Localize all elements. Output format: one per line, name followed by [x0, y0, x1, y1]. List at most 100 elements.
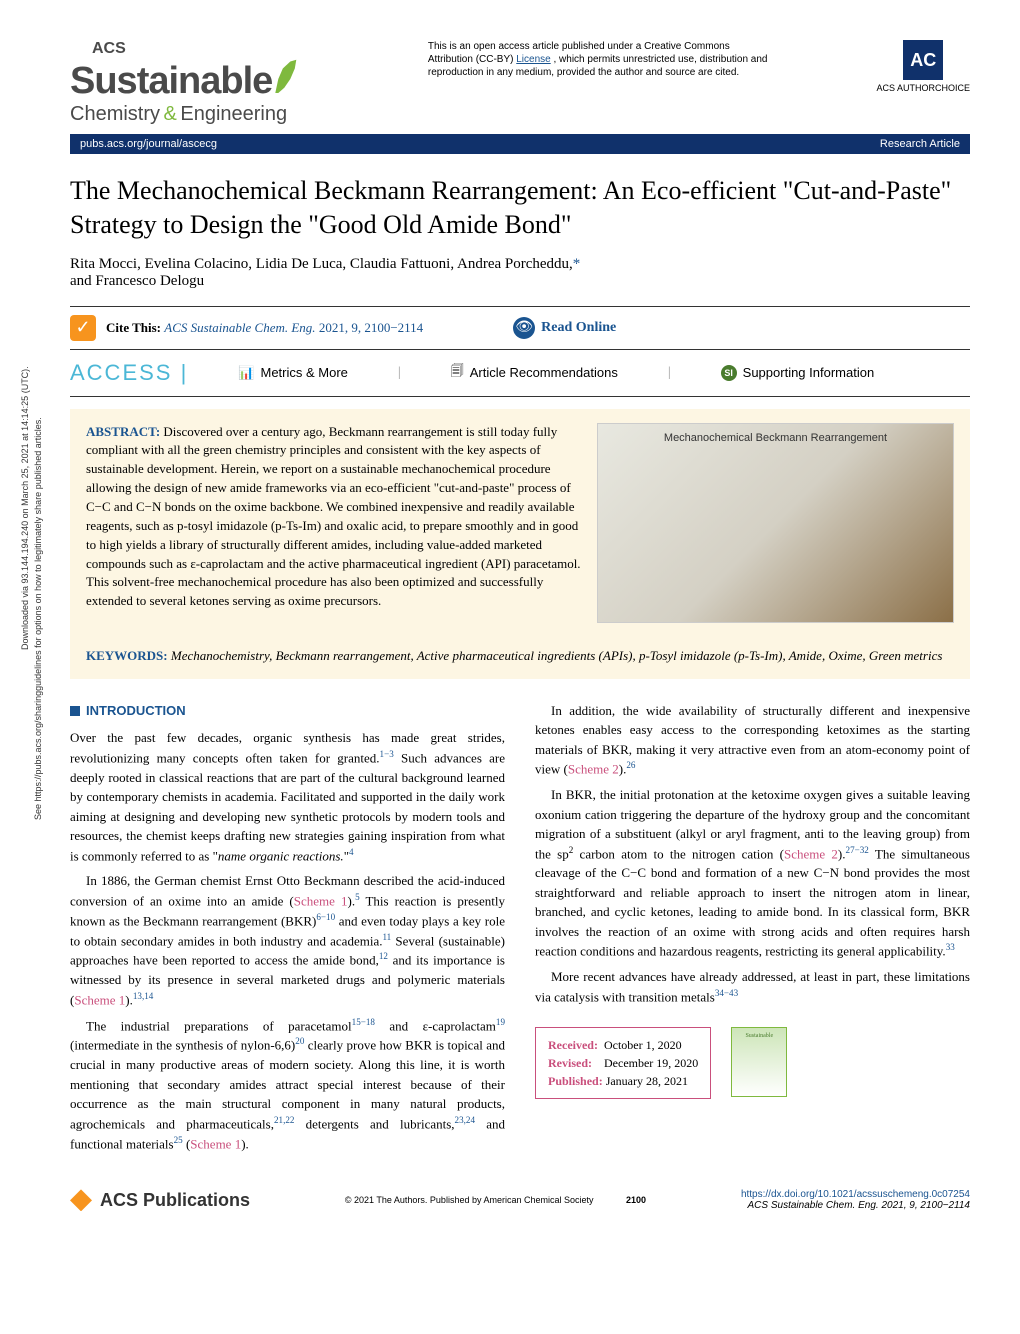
- section-title: INTRODUCTION: [86, 701, 186, 721]
- ac-icon: AC: [903, 40, 943, 80]
- ref-19[interactable]: 19: [496, 1017, 505, 1027]
- p1-italic: name organic reactions.: [218, 848, 344, 863]
- actions-row: ACCESS | 📊 Metrics & More | 🗐 Article Re…: [70, 350, 970, 397]
- recommendations-link[interactable]: 🗐 Article Recommendations: [451, 362, 618, 384]
- download-info: Downloaded via 93.144.194.240 on March 2…: [20, 366, 30, 650]
- cite-journal[interactable]: ACS Sustainable Chem. Eng.: [164, 320, 315, 335]
- ref-11[interactable]: 11: [382, 932, 391, 942]
- ref-27-32[interactable]: 27−32: [846, 845, 869, 855]
- graphical-abstract-title: Mechanochemical Beckmann Rearrangement: [598, 432, 953, 444]
- ref-13-14[interactable]: 13,14: [133, 991, 153, 1001]
- column-right: In addition, the wide availability of st…: [535, 701, 970, 1160]
- p2b: ).: [347, 893, 355, 908]
- si-link[interactable]: SI Supporting Information: [721, 365, 875, 381]
- separator: |: [668, 365, 671, 381]
- scheme-2-link-2[interactable]: Scheme 2: [784, 846, 838, 861]
- authors-and: and Francesco Delogu: [70, 273, 204, 289]
- revised-label: Revised:: [548, 1056, 592, 1070]
- footer-citation: https://dx.doi.org/10.1021/acssuschemeng…: [741, 1189, 970, 1211]
- abstract-body: Discovered over a century ago, Beckmann …: [86, 424, 581, 609]
- ref-23-24[interactable]: 23,24: [455, 1115, 475, 1125]
- acs-diamond-icon: [70, 1189, 92, 1211]
- cite-row: ✓ Cite This: ACS Sustainable Chem. Eng. …: [70, 306, 970, 350]
- column-left: INTRODUCTION Over the past few decades, …: [70, 701, 505, 1160]
- abstract-box: ABSTRACT: Discovered over a century ago,…: [70, 409, 970, 637]
- metrics-icon: 📊: [238, 365, 254, 381]
- revised-date: December 19, 2020: [604, 1056, 698, 1070]
- footer-ref: ACS Sustainable Chem. Eng. 2021, 9, 2100…: [748, 1200, 970, 1211]
- article-title: The Mechanochemical Beckmann Rearrangeme…: [70, 174, 970, 242]
- journal-bar: pubs.acs.org/journal/ascecg Research Art…: [70, 134, 970, 154]
- logo-sustainable: Sustainable: [70, 60, 272, 103]
- doi-link[interactable]: https://dx.doi.org/10.1021/acssuschemeng…: [741, 1189, 970, 1200]
- read-icon: 👁: [513, 317, 535, 339]
- metrics-label: Metrics & More: [261, 365, 348, 380]
- authors-list: Rita Mocci, Evelina Colacino, Lidia De L…: [70, 256, 573, 272]
- ref-1-3[interactable]: 1−3: [380, 749, 394, 759]
- read-online[interactable]: 👁 Read Online: [513, 317, 616, 339]
- logo-ampersand: &: [164, 103, 177, 125]
- dates-box: Received: October 1, 2020 Revised: Decem…: [535, 1027, 711, 1099]
- sharing-info: See https://pubs.acs.org/sharingguidelin…: [33, 417, 43, 820]
- ref-26[interactable]: 26: [626, 760, 635, 770]
- leaf-icon: [269, 58, 299, 93]
- scheme-1-link[interactable]: Scheme 1: [294, 893, 348, 908]
- authors: Rita Mocci, Evelina Colacino, Lidia De L…: [70, 256, 970, 290]
- p1b: Such advances are deeply rooted in class…: [70, 750, 505, 863]
- page-number: 2100: [626, 1195, 646, 1205]
- published-date: January 28, 2021: [606, 1074, 688, 1088]
- si-label: Supporting Information: [743, 365, 875, 380]
- separator: |: [398, 365, 401, 381]
- ref-25[interactable]: 25: [174, 1135, 183, 1145]
- metrics-link[interactable]: 📊 Metrics & More: [238, 365, 348, 381]
- license-link[interactable]: License: [516, 54, 550, 65]
- ref-6-10[interactable]: 6−10: [316, 912, 335, 922]
- p3h: ).: [241, 1136, 249, 1151]
- authorchoice-label: ACS AUTHORCHOICE: [876, 83, 970, 93]
- p3a: The industrial preparations of paracetam…: [86, 1018, 352, 1033]
- scheme-2-link[interactable]: Scheme 2: [568, 762, 619, 777]
- scheme-1-link-3[interactable]: Scheme 1: [190, 1136, 241, 1151]
- p2g: ).: [125, 992, 133, 1007]
- si-icon: SI: [721, 365, 737, 381]
- journal-logo: ACS Sustainable Chemistry & Engineering: [70, 40, 299, 126]
- ref-12[interactable]: 12: [379, 951, 388, 961]
- cite-ref[interactable]: 2021, 9, 2100−2114: [319, 320, 423, 335]
- c2p2d: The simultaneous cleavage of the C−C bon…: [535, 846, 970, 959]
- logo-acs: ACS: [92, 40, 126, 58]
- ref-21-22[interactable]: 21,22: [274, 1115, 294, 1125]
- keywords-label: KEYWORDS:: [86, 648, 168, 663]
- scheme-1-link-2[interactable]: Scheme 1: [74, 992, 125, 1007]
- c2p2c: ).: [838, 846, 846, 861]
- journal-thumbnail: Sustainable: [731, 1027, 787, 1097]
- cite-label: Cite This:: [106, 320, 161, 335]
- section-marker-icon: [70, 706, 80, 716]
- ref-33[interactable]: 33: [946, 942, 955, 952]
- published-label: Published:: [548, 1074, 603, 1088]
- journal-url[interactable]: pubs.acs.org/journal/ascecg: [80, 138, 217, 150]
- graphical-abstract: Mechanochemical Beckmann Rearrangement: [597, 423, 954, 623]
- keywords: KEYWORDS: Mechanochemistry, Beckmann rea…: [70, 637, 970, 679]
- copyright: © 2021 The Authors. Published by America…: [345, 1195, 646, 1205]
- ref-15-18[interactable]: 15−18: [352, 1017, 375, 1027]
- read-online-label: Read Online: [541, 320, 616, 336]
- c2p3a: More recent advances have already addres…: [535, 969, 970, 1004]
- access-link[interactable]: ACCESS |: [70, 360, 188, 386]
- received-label: Received:: [548, 1038, 598, 1052]
- recs-label: Article Recommendations: [470, 365, 618, 380]
- abstract-label: ABSTRACT:: [86, 424, 160, 439]
- p3b: and ε-caprolactam: [375, 1018, 496, 1033]
- check-icon: ✓: [70, 315, 96, 341]
- ref-20[interactable]: 20: [295, 1036, 304, 1046]
- received-date: October 1, 2020: [604, 1038, 682, 1052]
- ref-34-43[interactable]: 34−43: [715, 988, 738, 998]
- p3e: detergents and lubricants,: [294, 1116, 454, 1131]
- corresponding-star[interactable]: *: [573, 256, 581, 272]
- publisher-name: ACS Publications: [100, 1190, 250, 1211]
- footer: ACS Publications © 2021 The Authors. Pub…: [70, 1189, 970, 1211]
- p3c: (intermediate in the synthesis of nylon-…: [70, 1038, 295, 1053]
- article-type: Research Article: [880, 138, 960, 150]
- keywords-text: Mechanochemistry, Beckmann rearrangement…: [171, 648, 943, 663]
- ref-4[interactable]: 4: [349, 847, 354, 857]
- publisher-logo: ACS Publications: [70, 1189, 250, 1211]
